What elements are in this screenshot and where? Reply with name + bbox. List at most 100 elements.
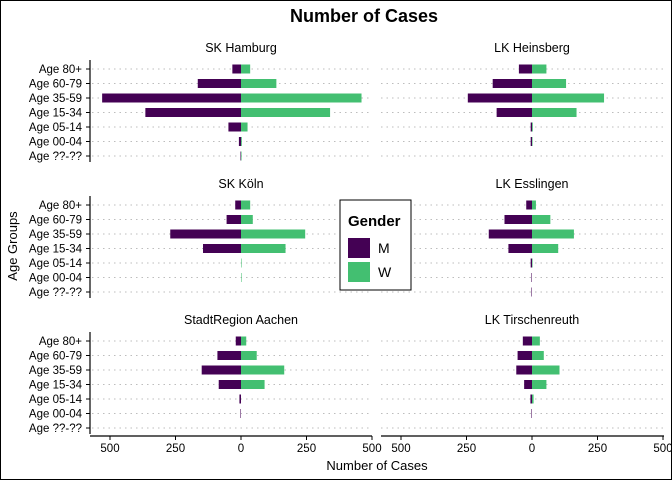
bar-m [531,273,532,282]
bar-w [532,137,533,146]
legend-entries: MW [348,238,392,282]
bar-m [226,215,241,224]
bar-w [532,394,534,404]
facet-title: LK Esslingen [496,177,569,191]
facet-title: LK Tirschenreuth [485,313,580,327]
bar-w [241,258,242,268]
bar-m [102,93,241,103]
bar-w [532,258,533,268]
bar-m [238,137,241,146]
legend-label-m: M [378,240,390,256]
y-tick-label: Age 60-79 [29,215,82,227]
facet-stadtregion-aachen: StadtRegion Aachen Age 80+ Age 60-79 Age 35… [29,313,382,455]
bar-m [218,380,241,389]
y-tick-label: Age 15-34 [29,108,83,120]
bar-w [532,122,533,132]
y-tick-label: Age 35-59 [29,93,82,105]
bar-w [532,64,547,74]
bar-m [516,365,532,375]
facet-title: LK Heinsberg [494,41,570,55]
bar-w [241,229,306,239]
bar-m [467,93,532,103]
bar-m [240,151,241,161]
y-tick-label: Age 00-04 [29,409,83,421]
bar-m [524,380,532,389]
bar-m [170,229,241,239]
bar-m [488,229,532,239]
y-tick-label: Age 80+ [39,64,82,76]
x-tick-label: 250 [588,443,607,455]
y-tick-label: Age 05-14 [29,394,83,406]
bar-m [518,64,532,74]
y-tick-label: Age 80+ [39,200,82,212]
y-tick-label: Age 60-79 [29,79,82,91]
facet-title: SK Köln [218,177,263,191]
y-axis-title: Age Groups [5,211,20,281]
facet-title: StadtRegion Aachen [184,313,298,327]
bar-w [241,200,251,210]
bar-w [532,380,547,389]
x-axis-title: Number of Cases [326,458,428,473]
x-tick-label: 500 [100,443,119,455]
bar-m [496,108,532,117]
legend: Gender MW [339,199,412,291]
facet-sk-hamburg: SK Hamburg Age 80+ Age 60-79 Age 35-59 Age 1… [29,41,372,163]
bar-m [522,336,532,346]
bar-m [504,215,532,224]
x-tick-label: 250 [457,443,476,455]
bar-w [241,380,265,389]
bar-m [235,336,241,346]
bar-w [532,215,551,224]
x-tick-label: 500 [391,443,410,455]
bar-w [241,151,242,161]
bar-w [241,351,257,360]
bar-w [241,273,242,282]
x-tick-label: 250 [166,443,185,455]
x-tick-label: 0 [238,443,244,455]
bar-m [530,137,532,146]
bar-w [532,79,567,88]
y-tick-label: Age 60-79 [29,351,82,363]
bar-w [532,336,540,346]
y-tick-label: Age 15-34 [29,244,83,256]
bar-m [531,409,532,418]
y-tick-label: Age 05-14 [29,122,83,134]
bar-w [241,215,253,224]
bar-w [532,351,544,360]
facet-lk-heinsberg: LK Heinsberg [381,41,664,157]
bar-m [526,200,532,210]
y-tick-label: Age ??-?? [29,423,82,435]
bar-w [532,244,559,253]
bar-w [241,93,362,103]
bar-m [240,409,241,418]
bar-w [241,108,331,117]
legend-title: Gender [348,213,401,230]
bar-m [197,79,241,88]
bar-w [532,200,536,210]
legend-swatch-m [348,238,370,258]
y-tick-label: Age 00-04 [29,137,83,149]
bar-w [241,244,286,253]
y-tick-label: Age 15-34 [29,380,83,392]
chart-title: Number of Cases [290,6,438,26]
bar-w [241,64,251,74]
x-tick-label: 250 [297,443,316,455]
bar-w [241,336,247,346]
facet-lk-esslingen: LK Esslingen [381,177,664,297]
x-tick-label: 500 [362,443,381,455]
y-tick-label: Age ??-?? [29,151,82,163]
legend-label-w: W [378,264,392,280]
bar-m [235,200,241,210]
bar-m [217,351,241,360]
bar-m [531,287,532,297]
bar-w [241,79,277,88]
y-tick-label: Age 80+ [39,336,82,348]
y-tick-label: Age 00-04 [29,273,83,285]
bar-w [532,365,560,375]
legend-swatch-w [348,262,370,282]
bar-w [532,108,577,117]
bar-w [241,122,248,132]
y-tick-label: Age 35-59 [29,229,82,241]
facet-lk-tirschenreuth: LK Tirschenreuth 500 250 0 250 500 [381,313,672,455]
